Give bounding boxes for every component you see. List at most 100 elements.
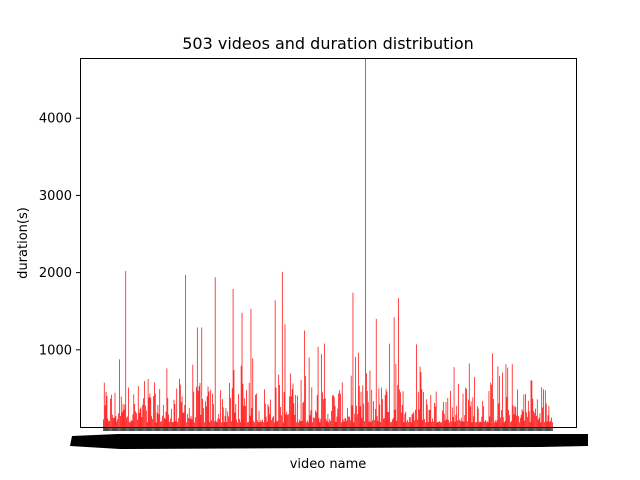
bar <box>442 410 443 427</box>
bar <box>125 271 127 427</box>
bar <box>528 411 530 427</box>
bar <box>360 391 362 427</box>
bar <box>202 398 204 427</box>
bar <box>180 402 182 427</box>
bar <box>391 419 393 427</box>
bar <box>162 404 164 427</box>
bar <box>495 422 497 427</box>
bar <box>196 387 197 427</box>
x-tick-label-band <box>70 434 588 449</box>
bar <box>321 354 323 427</box>
bar <box>356 405 357 427</box>
bar <box>128 387 129 427</box>
bar <box>386 391 388 427</box>
bar <box>469 406 471 427</box>
bar <box>343 421 345 427</box>
bar <box>466 388 467 427</box>
bar <box>507 367 509 427</box>
y-tick-label: 4000 <box>39 112 72 127</box>
bar <box>327 413 329 427</box>
bar <box>203 408 204 427</box>
bar <box>328 422 330 427</box>
bar <box>472 397 474 427</box>
y-tick-label: 1000 <box>39 343 72 358</box>
bar <box>462 393 464 427</box>
bar <box>361 418 363 427</box>
bar <box>172 421 174 427</box>
bar <box>552 422 553 427</box>
bar <box>177 422 178 427</box>
bar <box>143 398 144 427</box>
bar <box>493 422 495 427</box>
bar <box>211 420 212 427</box>
x-axis-label: video name <box>290 457 367 472</box>
bar <box>105 391 107 427</box>
bar <box>103 382 105 427</box>
bar <box>106 395 108 427</box>
bar <box>111 394 112 427</box>
bar <box>232 288 234 427</box>
bar <box>417 391 419 427</box>
bar <box>367 402 369 427</box>
bar <box>308 357 310 427</box>
bar <box>194 422 195 427</box>
bar <box>242 383 244 427</box>
bar <box>334 406 336 427</box>
bar <box>237 422 238 427</box>
bar <box>551 417 552 427</box>
bar <box>475 422 476 427</box>
bar <box>370 421 372 427</box>
bar <box>444 420 446 427</box>
bar <box>234 412 236 427</box>
bar <box>245 405 246 427</box>
bar <box>320 418 322 427</box>
bar <box>294 414 296 427</box>
bar <box>181 396 183 427</box>
bar <box>137 419 138 427</box>
bar <box>133 394 135 427</box>
bar <box>156 412 158 427</box>
bar <box>134 404 136 427</box>
bar <box>516 415 518 427</box>
bar <box>259 422 261 427</box>
bar <box>396 420 398 427</box>
bar <box>533 410 535 427</box>
bar <box>397 384 399 427</box>
bar <box>262 419 263 427</box>
bar <box>520 414 522 427</box>
bar <box>541 387 543 427</box>
bar <box>293 403 295 427</box>
bar <box>332 395 334 427</box>
bar <box>315 410 316 427</box>
bar <box>381 387 382 427</box>
bar <box>352 292 354 427</box>
bar <box>408 417 410 427</box>
bar <box>377 421 379 427</box>
bar <box>154 393 156 427</box>
bar <box>315 412 317 427</box>
bar <box>192 364 194 427</box>
bar <box>392 417 394 427</box>
bar <box>393 317 395 427</box>
bar <box>433 421 434 427</box>
bar <box>229 382 230 427</box>
bar <box>205 406 207 427</box>
bar <box>247 422 248 427</box>
bar <box>518 415 519 427</box>
bar <box>249 415 251 427</box>
bar <box>115 416 117 427</box>
bar <box>252 358 254 427</box>
bar <box>485 422 487 427</box>
bar <box>432 418 433 427</box>
bar <box>279 384 280 427</box>
bar <box>358 385 360 427</box>
bar <box>366 391 368 427</box>
bar <box>179 384 181 427</box>
bar <box>230 397 231 427</box>
bar <box>207 386 209 427</box>
bar <box>190 415 192 427</box>
bar <box>195 417 196 427</box>
bar <box>374 420 375 427</box>
bar <box>291 389 293 427</box>
bar <box>317 346 319 427</box>
